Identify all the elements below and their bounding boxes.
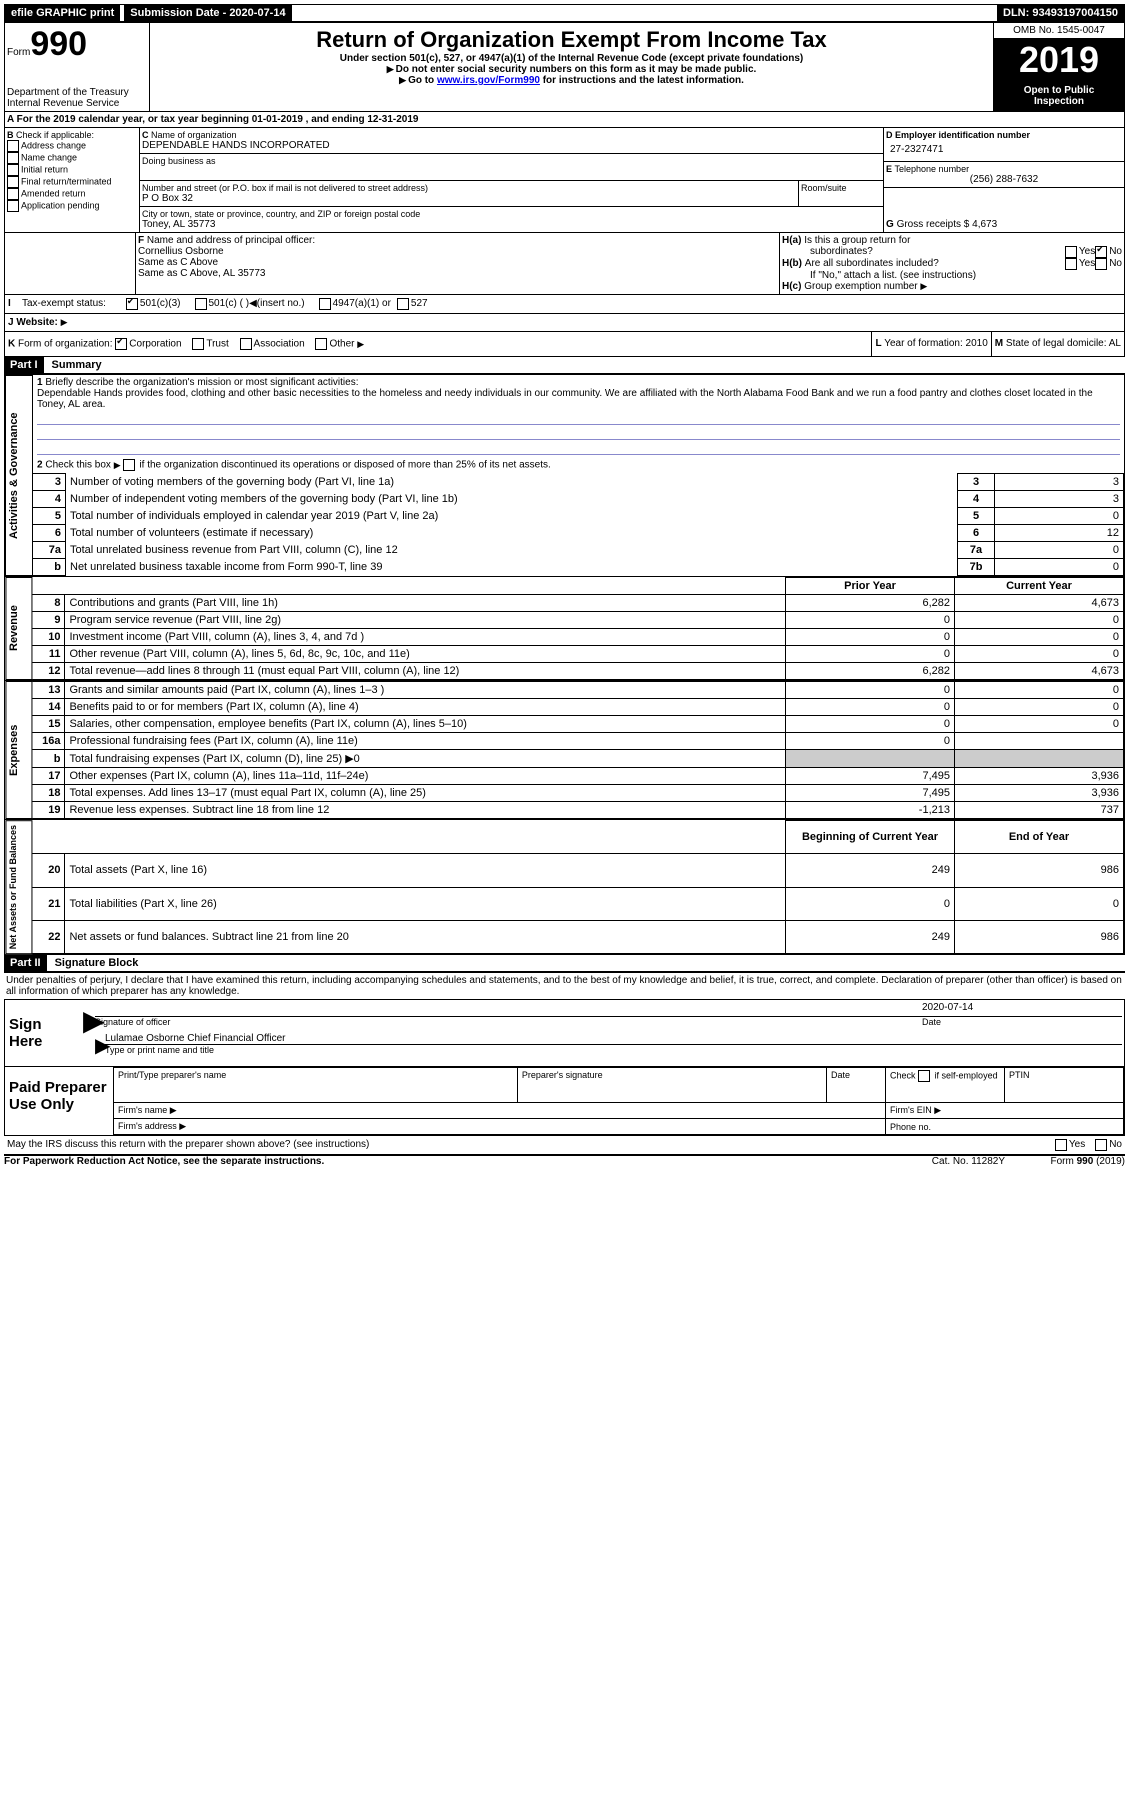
section-activities: Activities & Governance [5, 375, 33, 576]
org-city: Toney, AL 35773 [142, 219, 881, 230]
table-row: 16aProfessional fundraising fees (Part I… [32, 733, 1123, 750]
form-title: Return of Organization Exempt From Incom… [316, 27, 827, 53]
discuss-row: May the IRS discuss this return with the… [4, 1136, 1125, 1156]
goto-pre: Go to [408, 75, 437, 86]
gross-label: Gross receipts $ [897, 219, 970, 230]
sign-date: 2020-07-14 [922, 1002, 1122, 1017]
domicile-state: AL [1109, 338, 1121, 349]
form990-link[interactable]: www.irs.gov/Form990 [437, 75, 540, 86]
officer-name: Cornellius Osborne [138, 246, 777, 257]
perjury-text: Under penalties of perjury, I declare th… [4, 971, 1125, 999]
dept-label: Department of the Treasury [7, 87, 147, 98]
footer: For Paperwork Reduction Act Notice, see … [4, 1156, 1125, 1167]
table-row: 20Total assets (Part X, line 16)249986 [32, 854, 1123, 887]
b-opt: Application pending [7, 200, 137, 212]
line-klm: K Form of organization: Corporation Trus… [4, 332, 1125, 357]
form-prefix: Form [7, 47, 30, 58]
top-bar: efile GRAPHIC print Submission Date - 20… [4, 4, 1125, 22]
org-address: P O Box 32 [142, 193, 796, 204]
irs-label: Internal Revenue Service [7, 98, 147, 109]
b-opt: Initial return [7, 164, 137, 176]
part2-header: Part IISignature Block [4, 955, 1125, 971]
b-opt: Address change [7, 140, 137, 152]
f-h-block: F Name and address of principal officer:… [4, 233, 1125, 295]
gross-receipts: 4,673 [972, 219, 997, 230]
netassets-block: Net Assets or Fund Balances Beginning of… [4, 820, 1125, 955]
org-name: DEPENDABLE HANDS INCORPORATED [142, 140, 881, 151]
table-row: 18Total expenses. Add lines 13–17 (must … [32, 785, 1123, 802]
submission-date: Submission Date - 2020-07-14 [124, 5, 291, 21]
b-label: Check if applicable: [16, 130, 94, 140]
mission-text: Dependable Hands provides food, clothing… [37, 388, 1120, 410]
paid-preparer-block: Paid Preparer Use Only Print/Type prepar… [4, 1067, 1125, 1136]
subtitle-1: Under section 501(c), 527, or 4947(a)(1)… [340, 53, 803, 64]
form-header: Form990 Department of the Treasury Inter… [4, 22, 1125, 112]
c-name-label: Name of organization [151, 130, 237, 140]
section-revenue: Revenue [5, 577, 32, 680]
table-row: bNet unrelated business taxable income f… [33, 559, 1124, 576]
b-opt: Amended return [7, 188, 137, 200]
expenses-block: Expenses 13Grants and similar amounts pa… [4, 681, 1125, 820]
table-row: 3Number of voting members of the governi… [33, 474, 1124, 491]
efile-label[interactable]: efile GRAPHIC print [5, 5, 120, 21]
table-row: 22Net assets or fund balances. Subtract … [32, 920, 1123, 953]
line-i: I Tax-exempt status: 501(c)(3) 501(c) ( … [4, 295, 1125, 314]
table-row: 6Total number of volunteers (estimate if… [33, 525, 1124, 542]
table-row: bTotal fundraising expenses (Part IX, co… [32, 750, 1123, 768]
summary-table: 3Number of voting members of the governi… [33, 473, 1124, 576]
table-row: 5Total number of individuals employed in… [33, 508, 1124, 525]
year-formation: 2010 [966, 338, 988, 349]
table-row: 12Total revenue—add lines 8 through 11 (… [32, 663, 1123, 680]
table-row: 7aTotal unrelated business revenue from … [33, 542, 1124, 559]
sign-here-label: Sign Here [5, 1000, 83, 1066]
table-row: 21Total liabilities (Part X, line 26)00 [32, 887, 1123, 920]
open-public: Open to Public Inspection [994, 81, 1124, 111]
table-row: 17Other expenses (Part IX, column (A), l… [32, 768, 1123, 785]
ein: 27-2327471 [886, 140, 1122, 159]
revenue-block: Revenue Prior YearCurrent Year 8Contribu… [4, 577, 1125, 681]
goto-post: for instructions and the latest informat… [540, 75, 744, 86]
table-row: 9Program service revenue (Part VIII, lin… [32, 612, 1123, 629]
officer-addr2: Same as C Above, AL 35773 [138, 268, 777, 279]
table-row: 11Other revenue (Part VIII, column (A), … [32, 646, 1123, 663]
f-label: Name and address of principal officer: [147, 235, 315, 246]
omb-number: OMB No. 1545-0047 [994, 23, 1124, 39]
subtitle-2: Do not enter social security numbers on … [387, 64, 757, 75]
part1-header: Part ISummary [4, 357, 1125, 373]
table-row: 14Benefits paid to or for members (Part … [32, 699, 1123, 716]
addr-label: Number and street (or P.O. box if mail i… [142, 183, 796, 193]
paid-preparer-label: Paid Preparer Use Only [5, 1067, 113, 1135]
group-return-no[interactable] [1095, 246, 1107, 258]
ein-label: Employer identification number [895, 130, 1030, 140]
table-row: 13Grants and similar amounts paid (Part … [32, 682, 1123, 699]
table-row: 10Investment income (Part VIII, column (… [32, 629, 1123, 646]
b-opt: Final return/terminated [7, 176, 137, 188]
table-row: 8Contributions and grants (Part VIII, li… [32, 595, 1123, 612]
city-label: City or town, state or province, country… [142, 209, 881, 219]
officer-addr1: Same as C Above [138, 257, 777, 268]
phone-label: Telephone number [895, 164, 970, 174]
dln: DLN: 93493197004150 [997, 5, 1124, 21]
entity-block: B Check if applicable: Address change Na… [4, 128, 1125, 233]
room-label: Room/suite [799, 181, 883, 206]
part1-body: Activities & Governance 1 Briefly descri… [4, 373, 1125, 577]
section-expenses: Expenses [5, 681, 32, 819]
b-opt: Name change [7, 152, 137, 164]
dba-label: Doing business as [142, 156, 881, 166]
table-row: 15Salaries, other compensation, employee… [32, 716, 1123, 733]
table-row: 19Revenue less expenses. Subtract line 1… [32, 802, 1123, 819]
section-netassets: Net Assets or Fund Balances [5, 820, 32, 954]
table-row: 4Number of independent voting members of… [33, 491, 1124, 508]
line-a: A For the 2019 calendar year, or tax yea… [4, 112, 1125, 128]
line-j: J Website: [4, 314, 1125, 332]
tax-year: 2019 [994, 39, 1124, 81]
form-number: 990 [30, 25, 87, 63]
phone: (256) 288-7632 [886, 174, 1122, 185]
sign-here-block: Sign Here ▶ Signature of officer 2020-07… [4, 999, 1125, 1067]
officer-signature: Lulamae Osborne Chief Financial Officer [105, 1033, 1122, 1045]
